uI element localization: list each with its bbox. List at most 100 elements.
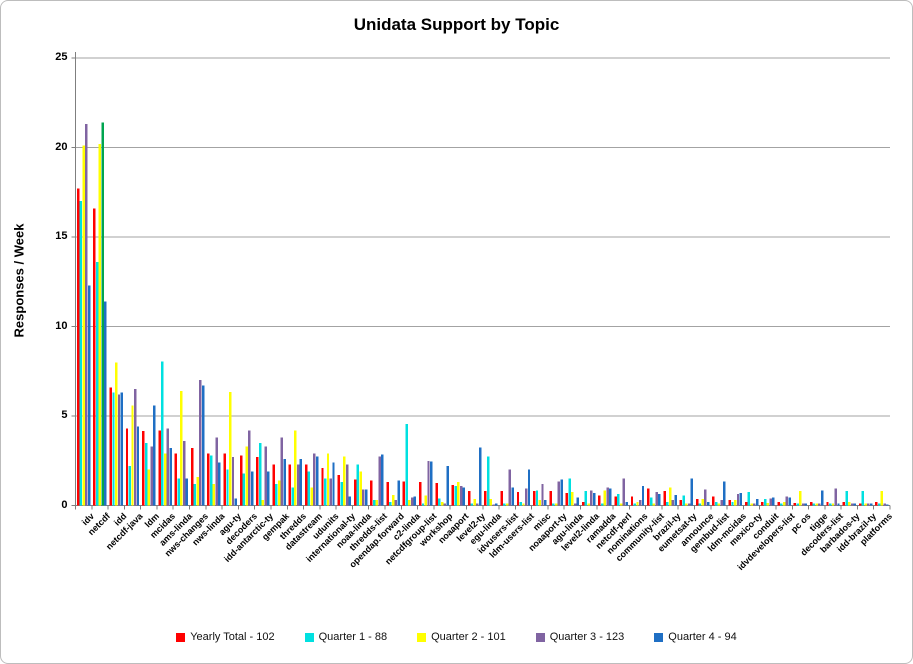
bar — [478, 447, 482, 506]
bar — [410, 497, 414, 506]
bar — [79, 201, 83, 506]
bar — [239, 455, 243, 506]
bar — [177, 478, 180, 506]
bar — [625, 501, 628, 506]
legend-item-quarter-4: Quarter 4 - 94 — [654, 631, 737, 643]
bar — [294, 430, 297, 506]
bar — [717, 503, 721, 506]
bar — [571, 492, 574, 506]
bar — [125, 428, 129, 506]
bar — [867, 503, 870, 506]
bar — [85, 124, 88, 506]
bar — [734, 500, 737, 506]
bar — [666, 501, 669, 506]
quarter-1-swatch-icon — [304, 632, 314, 642]
bar — [190, 448, 194, 506]
bar — [682, 495, 685, 506]
bar — [875, 501, 878, 506]
bar — [199, 380, 202, 506]
bar — [329, 478, 332, 506]
bar — [796, 503, 799, 506]
legend: Yearly Total - 102 Quarter 1 - 88 Quarte… — [1, 631, 912, 643]
bar — [763, 499, 767, 506]
bar — [229, 391, 232, 506]
bar — [467, 491, 471, 506]
bar — [809, 501, 813, 506]
bar — [484, 491, 487, 506]
bar — [166, 428, 170, 506]
bar — [296, 464, 300, 506]
bar — [413, 496, 417, 506]
bar — [554, 503, 558, 506]
bar — [180, 390, 183, 506]
bar — [739, 492, 742, 506]
bar — [663, 491, 666, 506]
bar — [150, 446, 153, 506]
bar — [248, 430, 251, 506]
bar — [489, 499, 493, 506]
chart-title: Unidata Support by Topic — [353, 15, 560, 34]
bar — [348, 496, 352, 506]
bar — [402, 481, 406, 506]
bar — [391, 494, 395, 506]
bar — [834, 488, 837, 506]
bar — [812, 503, 816, 506]
bar — [687, 503, 691, 506]
bar — [704, 489, 707, 506]
bar — [492, 504, 495, 506]
bar — [147, 469, 151, 506]
bar — [581, 501, 585, 506]
bar — [258, 442, 262, 506]
bar — [288, 464, 292, 506]
bar — [397, 480, 400, 506]
bar — [430, 461, 433, 506]
bar — [600, 503, 604, 506]
bar — [82, 145, 85, 506]
bar — [720, 500, 723, 506]
bar — [185, 478, 189, 506]
bar — [516, 492, 520, 506]
bar — [647, 488, 650, 506]
bar — [503, 503, 506, 506]
bar — [848, 501, 851, 506]
bar — [256, 457, 259, 506]
yearly-total-swatch-icon — [176, 632, 186, 642]
bar — [592, 492, 596, 506]
bar — [267, 471, 270, 506]
bar — [163, 453, 167, 506]
bar — [174, 453, 178, 506]
bar — [438, 498, 441, 506]
bar — [131, 405, 134, 506]
bar — [576, 497, 580, 506]
bar — [283, 458, 286, 506]
bar — [182, 441, 186, 506]
bar — [486, 456, 490, 506]
bar — [668, 487, 672, 506]
bar — [826, 501, 829, 506]
bar — [386, 482, 389, 506]
bar — [820, 490, 824, 506]
bar — [242, 473, 246, 506]
bar — [533, 491, 536, 506]
bar — [158, 430, 161, 506]
bar — [153, 405, 156, 506]
bar — [780, 503, 783, 506]
bar — [87, 285, 91, 506]
bar — [337, 475, 341, 506]
bar — [245, 446, 248, 506]
bar — [345, 464, 349, 506]
bar — [101, 122, 104, 506]
bar — [617, 493, 620, 506]
bar — [658, 493, 661, 506]
bar — [869, 503, 873, 506]
quarter-2-swatch-icon — [417, 632, 427, 642]
bar — [473, 499, 476, 506]
bar — [538, 500, 541, 506]
bar — [850, 503, 854, 506]
legend-item-quarter-2: Quarter 2 - 101 — [417, 631, 506, 643]
bar — [212, 484, 216, 506]
bar — [405, 424, 408, 506]
bar — [218, 462, 221, 506]
bar — [277, 480, 281, 506]
bar — [272, 464, 275, 506]
